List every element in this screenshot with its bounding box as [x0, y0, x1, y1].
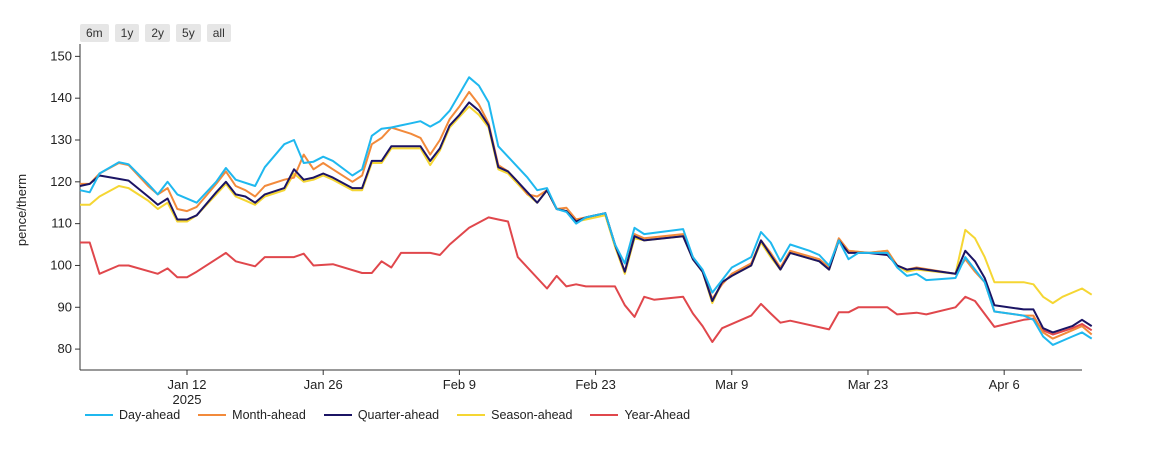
x-tick-label: Feb 9 — [443, 377, 476, 392]
series-line-month-ahead[interactable] — [80, 90, 1093, 340]
legend-label: Month-ahead — [232, 408, 306, 422]
legend-item-day-ahead[interactable]: Day-ahead — [85, 408, 180, 422]
legend-item-quarter-ahead[interactable]: Quarter-ahead — [323, 408, 440, 422]
series-line-season-ahead[interactable] — [80, 105, 1093, 305]
series-layer — [79, 76, 1093, 346]
y-tick-label: 150 — [50, 48, 72, 63]
legend-label: Season-ahead — [491, 408, 573, 422]
series-line-year-ahead[interactable] — [80, 216, 1093, 343]
legend-swatch — [198, 414, 227, 416]
y-tick-label: 110 — [51, 216, 72, 231]
legend-label: Day-ahead — [119, 408, 181, 422]
y-tick-label: 140 — [50, 90, 72, 105]
legend-label: Year-Ahead — [624, 408, 691, 422]
y-tick-label: 130 — [50, 132, 72, 147]
y-tick-label: 120 — [50, 174, 72, 189]
y-axis-label: pence/therm — [14, 174, 29, 246]
x-tick-sublabel: 2025 — [173, 392, 202, 407]
legend-swatch — [590, 414, 619, 416]
legend-item-month-ahead[interactable]: Month-ahead — [198, 408, 306, 422]
y-tick-label: 100 — [50, 257, 72, 272]
x-tick-label: Apr 6 — [989, 377, 1020, 392]
range-button-6m[interactable]: 6m — [80, 24, 109, 42]
range-button-2y[interactable]: 2y — [145, 24, 171, 42]
range-button-1y[interactable]: 1y — [114, 24, 140, 42]
y-tick-label: 80 — [58, 341, 72, 356]
legend-label: Quarter-ahead — [357, 408, 440, 422]
range-selector: 6m 1y 2y 5y all — [80, 24, 231, 42]
chart-legend: Day-ahead Month-ahead Quarter-ahead Season-… — [85, 408, 690, 422]
x-tick-label: Jan 26 — [304, 377, 343, 392]
legend-swatch — [323, 414, 352, 416]
y-tick-label: 90 — [58, 299, 72, 314]
legend-item-year-ahead[interactable]: Year-Ahead — [590, 408, 690, 422]
legend-swatch — [457, 414, 486, 416]
x-tick-label: Feb 23 — [575, 377, 615, 392]
range-button-5y[interactable]: 5y — [176, 24, 201, 42]
legend-item-season-ahead[interactable]: Season-ahead — [457, 408, 572, 422]
x-tick-label: Mar 9 — [715, 377, 748, 392]
x-tick-label: Jan 12 — [167, 377, 206, 392]
series-line-day-ahead[interactable] — [79, 76, 1093, 346]
range-button-all[interactable]: all — [206, 24, 231, 42]
legend-swatch — [85, 414, 113, 416]
x-tick-label: Mar 23 — [848, 377, 888, 392]
